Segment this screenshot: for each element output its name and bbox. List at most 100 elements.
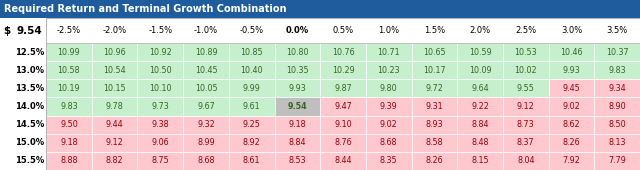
Text: 10.19: 10.19 xyxy=(58,84,80,93)
Bar xyxy=(412,134,457,152)
Text: 10.15: 10.15 xyxy=(103,84,126,93)
Bar xyxy=(138,152,183,170)
Text: 8.75: 8.75 xyxy=(152,156,169,165)
Bar xyxy=(366,116,412,134)
Text: 10.58: 10.58 xyxy=(58,66,80,75)
Bar xyxy=(275,134,320,152)
Text: 9.78: 9.78 xyxy=(106,102,124,111)
Bar xyxy=(548,61,595,79)
Bar xyxy=(92,116,138,134)
Bar xyxy=(138,61,183,79)
Text: 9.45: 9.45 xyxy=(563,84,580,93)
Text: -0.5%: -0.5% xyxy=(239,26,264,35)
Bar xyxy=(46,43,92,61)
Text: 9.54: 9.54 xyxy=(287,102,307,111)
Bar xyxy=(366,43,412,61)
Bar xyxy=(412,152,457,170)
Text: 2.0%: 2.0% xyxy=(470,26,491,35)
Bar xyxy=(275,43,320,61)
Bar xyxy=(138,116,183,134)
Text: 8.62: 8.62 xyxy=(563,120,580,129)
Text: 9.72: 9.72 xyxy=(426,84,444,93)
Text: 8.84: 8.84 xyxy=(289,138,306,147)
Text: 8.90: 8.90 xyxy=(609,102,626,111)
Bar xyxy=(595,43,640,61)
Text: -2.5%: -2.5% xyxy=(57,26,81,35)
Bar xyxy=(503,134,548,152)
Bar xyxy=(366,97,412,116)
Bar xyxy=(548,152,595,170)
Bar xyxy=(412,79,457,97)
Text: 9.02: 9.02 xyxy=(380,120,397,129)
Bar xyxy=(229,152,275,170)
Text: 7.92: 7.92 xyxy=(563,156,580,165)
Bar xyxy=(548,134,595,152)
Bar xyxy=(366,134,412,152)
Text: 8.92: 8.92 xyxy=(243,138,260,147)
Text: 9.73: 9.73 xyxy=(152,102,169,111)
Text: 8.35: 8.35 xyxy=(380,156,397,165)
Text: 9.18: 9.18 xyxy=(289,120,306,129)
Text: 9.93: 9.93 xyxy=(563,66,580,75)
Bar xyxy=(92,97,138,116)
Bar xyxy=(595,152,640,170)
Text: 9.67: 9.67 xyxy=(197,102,215,111)
Bar xyxy=(412,43,457,61)
Text: 8.26: 8.26 xyxy=(563,138,580,147)
Bar xyxy=(229,43,275,61)
Bar xyxy=(138,79,183,97)
Text: $: $ xyxy=(3,26,10,36)
Text: 9.93: 9.93 xyxy=(289,84,306,93)
Text: 10.53: 10.53 xyxy=(515,48,537,57)
Text: 8.88: 8.88 xyxy=(60,156,77,165)
Bar xyxy=(503,152,548,170)
Bar xyxy=(46,79,92,97)
Text: 10.10: 10.10 xyxy=(149,84,172,93)
Bar xyxy=(548,43,595,61)
Text: 8.99: 8.99 xyxy=(197,138,215,147)
Bar xyxy=(412,61,457,79)
Text: 7.79: 7.79 xyxy=(608,156,626,165)
Bar xyxy=(457,152,503,170)
Bar xyxy=(457,116,503,134)
Bar xyxy=(183,116,229,134)
Bar xyxy=(92,61,138,79)
Bar xyxy=(595,134,640,152)
Text: 8.68: 8.68 xyxy=(380,138,397,147)
Text: 10.80: 10.80 xyxy=(286,48,308,57)
Bar xyxy=(366,152,412,170)
Text: 10.99: 10.99 xyxy=(58,48,80,57)
Text: 9.87: 9.87 xyxy=(334,84,352,93)
Text: 9.80: 9.80 xyxy=(380,84,397,93)
Bar xyxy=(183,79,229,97)
Bar xyxy=(457,97,503,116)
Bar xyxy=(366,79,412,97)
Bar xyxy=(229,116,275,134)
Text: 10.29: 10.29 xyxy=(332,66,355,75)
Text: 0.0%: 0.0% xyxy=(286,26,309,35)
Text: 8.44: 8.44 xyxy=(334,156,352,165)
Text: 10.50: 10.50 xyxy=(149,66,172,75)
Text: 9.02: 9.02 xyxy=(563,102,580,111)
Text: -1.5%: -1.5% xyxy=(148,26,172,35)
Text: 1.0%: 1.0% xyxy=(378,26,399,35)
Text: 9.38: 9.38 xyxy=(152,120,169,129)
Bar xyxy=(595,116,640,134)
Bar xyxy=(320,43,366,61)
Text: 15.5%: 15.5% xyxy=(15,156,44,165)
Bar xyxy=(275,79,320,97)
Text: 10.65: 10.65 xyxy=(423,48,445,57)
Text: 10.40: 10.40 xyxy=(241,66,263,75)
Text: 9.83: 9.83 xyxy=(60,102,77,111)
Bar xyxy=(46,116,92,134)
Bar xyxy=(548,97,595,116)
Bar xyxy=(183,134,229,152)
Text: 10.23: 10.23 xyxy=(378,66,400,75)
Text: 9.54: 9.54 xyxy=(17,26,42,36)
Text: 8.82: 8.82 xyxy=(106,156,124,165)
Text: 8.73: 8.73 xyxy=(517,120,534,129)
Text: 10.02: 10.02 xyxy=(515,66,537,75)
Bar xyxy=(183,152,229,170)
Bar xyxy=(503,43,548,61)
Text: 10.92: 10.92 xyxy=(149,48,172,57)
